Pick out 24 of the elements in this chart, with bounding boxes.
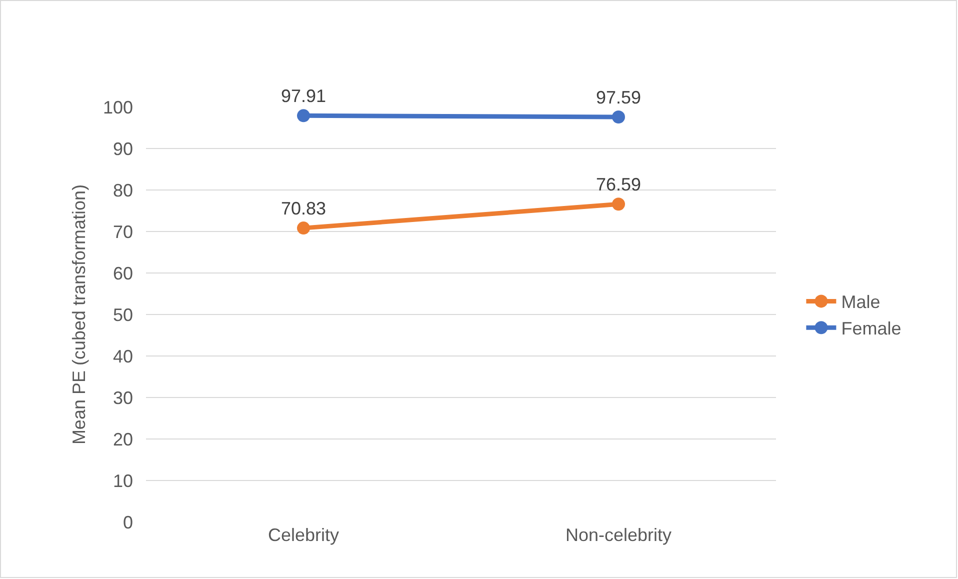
legend-label: Female bbox=[841, 318, 902, 339]
data-label: 97.59 bbox=[596, 87, 642, 108]
data-label: 76.59 bbox=[596, 174, 642, 195]
y-tick-label: 20 bbox=[112, 429, 133, 450]
y-axis-title: Mean PE (cubed transformation) bbox=[69, 184, 90, 445]
legend-label: Male bbox=[841, 292, 880, 312]
y-tick-label: 40 bbox=[112, 346, 133, 366]
y-tick-label: 0 bbox=[122, 512, 133, 532]
point bbox=[612, 198, 625, 211]
x-tick-label: Non-celebrity bbox=[565, 525, 672, 545]
point bbox=[297, 109, 310, 122]
y-tick-label: 10 bbox=[112, 470, 133, 491]
y-tick-label: 80 bbox=[112, 180, 133, 200]
y-tick-label: 90 bbox=[112, 138, 133, 159]
y-tick-label: 30 bbox=[112, 388, 133, 408]
y-tick-label: 50 bbox=[112, 304, 133, 325]
point bbox=[612, 110, 625, 124]
point bbox=[297, 222, 310, 235]
x-tick-label: Celebrity bbox=[268, 525, 340, 545]
y-tick-label: 70 bbox=[112, 222, 133, 242]
data-label: 70.83 bbox=[280, 198, 326, 218]
y-tick-label: 60 bbox=[112, 263, 133, 284]
data-label: 97.91 bbox=[280, 86, 326, 106]
y-tick-label: 100 bbox=[102, 97, 133, 118]
